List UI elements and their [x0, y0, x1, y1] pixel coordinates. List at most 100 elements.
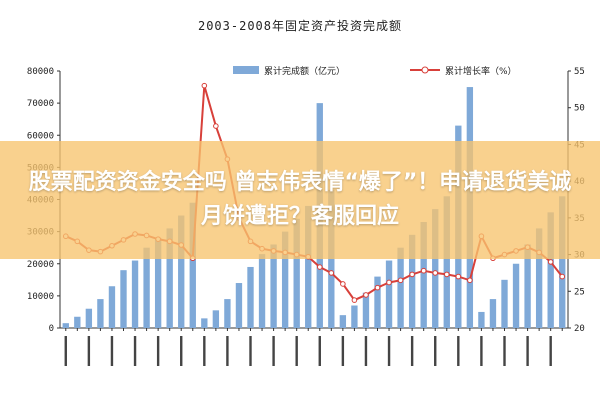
- growth-point: [409, 271, 415, 278]
- bar: [281, 231, 289, 328]
- bar: [62, 323, 69, 328]
- x-tick-label: [410, 336, 414, 366]
- bar: [154, 238, 162, 328]
- bar: [258, 254, 266, 328]
- bar: [443, 196, 450, 328]
- bar: [224, 299, 231, 328]
- bar: [432, 209, 439, 328]
- x-tick-label: [457, 336, 460, 366]
- y-left-tick-label: 80000: [27, 67, 54, 77]
- growth-point: [213, 123, 219, 129]
- y-right-tick-label: 20: [574, 324, 585, 334]
- x-tick-label: [226, 336, 229, 366]
- growth-point: [443, 271, 450, 278]
- y-left-tick-label: 10000: [27, 292, 54, 302]
- bar: [189, 202, 196, 328]
- legend-bar-swatch: [233, 66, 259, 74]
- y-left-tick-label: 60000: [27, 131, 54, 141]
- y-right-tick-label: 50: [574, 104, 585, 114]
- bar: [408, 234, 416, 328]
- x-tick-label: [503, 336, 506, 366]
- chart-legend: 累计完成额（亿元） 累计增长率（%）: [233, 65, 517, 77]
- growth-point: [547, 259, 554, 265]
- bar: [143, 247, 150, 328]
- bar: [524, 244, 531, 328]
- growth-point: [363, 292, 369, 298]
- x-tick-label: [249, 336, 252, 366]
- y-left-tick-label: 0: [49, 324, 54, 334]
- growth-point: [328, 270, 335, 276]
- bar: [120, 270, 127, 328]
- x-tick-label: [549, 336, 552, 366]
- x-tick-label: [295, 336, 298, 366]
- bar: [339, 315, 347, 328]
- y-right-tick-label: 25: [574, 287, 585, 297]
- growth-point: [340, 281, 346, 287]
- bar: [351, 305, 358, 328]
- bar: [559, 196, 566, 328]
- x-tick-label: [87, 336, 91, 366]
- bar: [420, 221, 427, 328]
- bar: [478, 311, 485, 328]
- bar: [547, 212, 554, 328]
- bar: [385, 260, 393, 328]
- bar: [74, 316, 81, 328]
- legend-bar-label: 累计完成额（亿元）: [264, 65, 345, 77]
- bar: [489, 299, 497, 328]
- bar: [235, 283, 243, 328]
- x-tick-label: [110, 336, 114, 366]
- bar: [97, 299, 104, 328]
- growth-point: [316, 264, 323, 270]
- x-tick-label: [156, 336, 160, 366]
- x-tick-label: [272, 336, 275, 366]
- growth-point: [374, 284, 381, 291]
- x-tick-label: [434, 336, 437, 366]
- growth-point: [201, 82, 208, 89]
- bar: [201, 318, 208, 328]
- bar: [108, 286, 116, 328]
- y-right-tick-label: 55: [574, 67, 585, 77]
- bar: [512, 263, 520, 328]
- bar: [178, 215, 185, 328]
- bar: [270, 244, 277, 328]
- growth-point: [420, 267, 427, 274]
- x-tick-label: [341, 336, 345, 366]
- bar: [305, 205, 312, 328]
- chart-title: 2003-2008年固定资产投资完成额: [198, 18, 402, 33]
- bar: [293, 218, 300, 328]
- x-tick-label: [133, 336, 137, 366]
- headline-text: 股票配资资金安全吗 曾志伟表情“爆了”！申请退货美诚月饼遭拒？客服回应: [28, 170, 572, 229]
- bar: [374, 276, 381, 328]
- bar: [247, 266, 254, 328]
- growth-point: [432, 270, 439, 276]
- x-tick-label: [526, 336, 529, 366]
- y-left-tick-label: 20000: [27, 260, 54, 270]
- bar: [212, 310, 220, 328]
- x-tick-label: [364, 336, 368, 366]
- x-ticks: [64, 328, 563, 366]
- x-tick-label: [180, 336, 183, 366]
- growth-point: [467, 277, 473, 284]
- y-left-tick-label: 70000: [27, 99, 54, 109]
- bar: [535, 228, 543, 328]
- bar: [85, 308, 93, 328]
- growth-point: [351, 297, 358, 303]
- bar: [166, 228, 173, 328]
- legend-line-marker: [421, 66, 429, 74]
- legend-line-label: 累计增长率（%）: [445, 65, 517, 77]
- x-tick-label: [318, 336, 321, 366]
- growth-point: [397, 277, 404, 284]
- bar: [131, 260, 139, 328]
- bar: [362, 292, 370, 328]
- x-tick-label: [480, 336, 483, 366]
- x-tick-label: [203, 336, 206, 366]
- growth-point: [455, 273, 462, 280]
- bar: [501, 279, 508, 328]
- headline-banner: 股票配资资金安全吗 曾志伟表情“爆了”！申请退货美诚月饼遭拒？客服回应: [0, 141, 600, 259]
- bar: [397, 247, 404, 328]
- x-tick-label: [387, 336, 391, 366]
- growth-point: [559, 273, 566, 280]
- x-tick-label: [64, 336, 67, 366]
- growth-point: [386, 279, 392, 286]
